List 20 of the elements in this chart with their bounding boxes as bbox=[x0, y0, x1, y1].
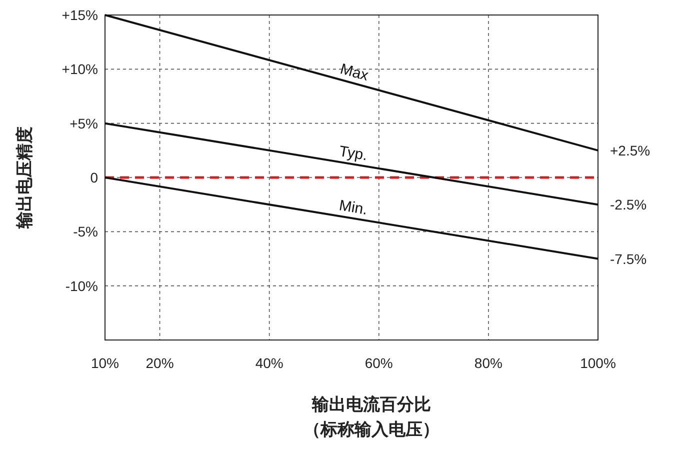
x-tick-label: 60% bbox=[364, 355, 393, 371]
y-tick-label: +10% bbox=[62, 61, 98, 78]
text: -7.5% bbox=[610, 250, 647, 267]
x-tick-label: 80% bbox=[474, 355, 502, 371]
x-tick-label: 20% bbox=[146, 355, 174, 371]
text: Min. bbox=[338, 197, 369, 218]
text: -2.5% bbox=[610, 196, 647, 213]
text: Typ. bbox=[338, 142, 369, 164]
y-tick-label: -5% bbox=[73, 224, 98, 240]
text: +2.5% bbox=[610, 142, 650, 158]
y-tick-label: +5% bbox=[70, 115, 98, 132]
y-tick-label: +15% bbox=[62, 7, 98, 23]
text: Max bbox=[338, 60, 371, 85]
y-tick-label: -10% bbox=[65, 278, 98, 294]
x-tick-label: 10% bbox=[90, 355, 120, 371]
x-tick-label: 100% bbox=[580, 355, 616, 371]
x-axis-title: 输出电流百分比（标称输入电压） bbox=[304, 395, 440, 439]
y-tick-label: 0 bbox=[90, 170, 98, 186]
x-tick-label: 40% bbox=[255, 355, 284, 371]
y-axis-title: 输出电压精度 bbox=[15, 126, 34, 230]
